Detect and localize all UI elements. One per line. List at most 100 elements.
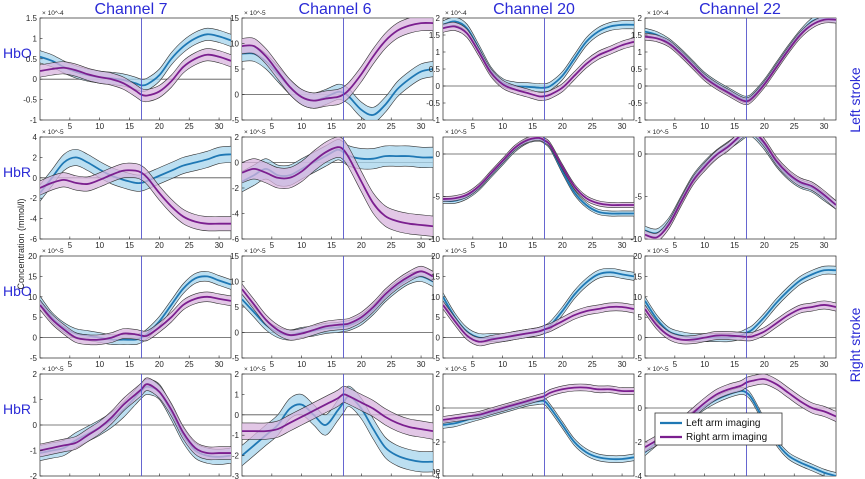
- series-line-right: [443, 137, 634, 207]
- x-tick-label: 20: [558, 241, 567, 250]
- x-tick-label: 10: [700, 360, 709, 369]
- series-line-right: [443, 25, 634, 98]
- y-tick-label: 0: [33, 174, 38, 183]
- side-label-left-stroke: Left stroke: [847, 67, 863, 133]
- y-tick-label: -4: [30, 215, 38, 224]
- y-exponent-label: × 10^-5: [445, 248, 467, 255]
- band-upper-edge-right: [40, 162, 231, 218]
- band-upper-edge-right: [40, 48, 231, 90]
- band-right: [242, 386, 433, 440]
- panel-r0c0: 5 10 15 20 25 30 -1 -0.5 0 0.5 1 1.5 × 10^-4: [23, 10, 232, 131]
- x-tick-label: 10: [95, 241, 104, 250]
- x-tick-label: 20: [558, 360, 567, 369]
- y-exponent-label: × 10^-4: [445, 10, 467, 17]
- band-right: [40, 163, 231, 231]
- y-tick-label: 0.5: [26, 55, 38, 64]
- panel-plot-area: [443, 256, 634, 358]
- y-tick-label: 20: [28, 252, 37, 261]
- x-tick-label: 30: [215, 122, 224, 131]
- panels: 5 10 15 20 25 30-1-0.500.511.5× 10^-45 10 15 20 2…: [23, 10, 837, 479]
- x-tick-label: 15: [730, 122, 739, 131]
- y-tick-label: 1.5: [26, 14, 38, 23]
- x-tick-label: 5: [673, 122, 678, 131]
- y-tick-label: 2: [436, 14, 441, 23]
- x-tick-label: 10: [498, 360, 507, 369]
- x-tick-label: 30: [820, 122, 829, 131]
- panel-plot-area: [443, 374, 634, 476]
- x-tick-label: 5: [673, 241, 678, 250]
- x-tick-label: 10: [95, 122, 104, 131]
- y-tick-label: 15: [230, 14, 239, 23]
- y-tick-label: 15: [633, 272, 642, 281]
- x-tick-label: 10: [95, 360, 104, 369]
- x-tick-label: 20: [760, 360, 769, 369]
- band-left: [242, 45, 433, 120]
- y-tick-label: -4: [433, 472, 441, 479]
- y-tick-label: -5: [433, 354, 441, 363]
- band-upper-edge-right: [443, 21, 634, 93]
- x-tick-label: 5: [68, 241, 73, 250]
- x-tick-label: 25: [790, 241, 799, 250]
- x-tick-label: 20: [155, 122, 164, 131]
- panel-r1c3: 5 10 15 20 25 30 -10 -5 0 × 10^-5: [630, 129, 837, 250]
- band-left: [645, 387, 836, 476]
- y-tick-label: 15: [28, 272, 37, 281]
- y-tick-label: 0: [33, 334, 38, 343]
- y-tick-label: -2: [232, 184, 240, 193]
- x-tick-label: 30: [215, 241, 224, 250]
- y-exponent-label: × 10^-5: [42, 129, 64, 136]
- y-tick-label: 0.5: [631, 65, 643, 74]
- panel-r2c2: 5 10 15 20 25 30 -5 0 5 10 15 20 × 10^-5: [431, 248, 635, 369]
- y-tick-label: 0: [436, 404, 441, 413]
- panel-plot-area: [40, 256, 231, 358]
- series-line-right: [645, 304, 836, 341]
- channel-title-2: Channel 20: [493, 1, 575, 18]
- band-left: [40, 146, 231, 202]
- band-upper-edge-right: [443, 300, 634, 339]
- x-tick-label: 25: [185, 241, 194, 250]
- x-tick-label: 10: [700, 122, 709, 131]
- band-lower-edge-left: [443, 140, 634, 217]
- band-right: [40, 377, 231, 460]
- band-upper-edge-right: [242, 265, 433, 331]
- x-tick-label: 25: [790, 360, 799, 369]
- x-tick-label: 25: [588, 122, 597, 131]
- x-tick-label: 10: [700, 241, 709, 250]
- band-upper-edge-left: [645, 18, 813, 97]
- band-lower-edge-right: [40, 60, 231, 103]
- x-tick-label: 25: [588, 241, 597, 250]
- panel-r2c0: 5 10 15 20 25 30 -5 0 5 10 15 20 × 10^-5: [28, 248, 232, 369]
- y-tick-label: 10: [28, 293, 37, 302]
- x-tick-label: 30: [417, 122, 426, 131]
- band-left: [645, 265, 836, 342]
- y-exponent-label: × 10^-5: [42, 366, 64, 373]
- band-upper-edge-left: [443, 18, 634, 85]
- panel-plot-area: [40, 137, 231, 239]
- x-tick-label: 15: [730, 241, 739, 250]
- band-right: [443, 383, 634, 424]
- y-tick-label: 0: [436, 150, 441, 159]
- y-exponent-label: × 10^-5: [445, 366, 467, 373]
- x-tick-label: 20: [760, 241, 769, 250]
- band-lower-edge-right: [443, 30, 634, 101]
- band-left: [443, 268, 634, 343]
- panel-r0c3: 5 10 15 20 25 30 -1 -0.5 0 0.5 1 1.5 2 × 10^-4: [628, 10, 837, 131]
- y-tick-label: -3: [232, 472, 240, 479]
- y-tick-label: -5: [232, 354, 240, 363]
- panel-frame: [442, 136, 635, 240]
- panel-frame: [442, 17, 635, 121]
- y-tick-label: -6: [232, 235, 240, 244]
- y-axis-label: Concentration (mmol/l): [16, 198, 26, 289]
- series-line-right: [443, 304, 634, 343]
- y-exponent-label: × 10^-5: [244, 129, 266, 136]
- y-tick-label: 1: [436, 48, 441, 57]
- panel-plot-area: [645, 256, 836, 358]
- series-line-right: [40, 383, 231, 455]
- y-tick-label: 0: [638, 150, 643, 159]
- band-right: [40, 48, 231, 102]
- band-upper-edge-right: [645, 18, 820, 99]
- y-tick-label: -4: [635, 472, 643, 479]
- panel-plot-area: [40, 18, 231, 120]
- y-tick-label: 15: [431, 272, 440, 281]
- x-tick-label: 15: [327, 122, 336, 131]
